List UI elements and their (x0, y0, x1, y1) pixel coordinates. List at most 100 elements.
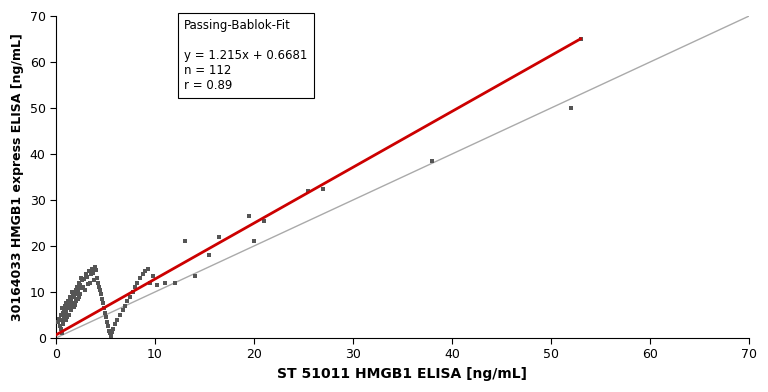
Point (64, 299, 76, 305)
Point (71, 290, 83, 296)
Point (114, 312, 127, 318)
Point (81, 281, 94, 287)
Point (118, 307, 130, 314)
X-axis label: ST 51011 HMGB1 ELISA [ng/mL]: ST 51011 HMGB1 ELISA [ng/mL] (277, 367, 528, 381)
Point (204, 252, 216, 258)
Point (317, 185, 329, 192)
Point (65, 296, 77, 302)
Point (127, 289, 140, 295)
Point (74, 275, 87, 281)
Point (94, 287, 106, 293)
Point (248, 238, 260, 245)
Point (55, 312, 67, 318)
Point (109, 321, 121, 327)
Point (73, 293, 85, 299)
Point (80, 273, 92, 279)
Point (67, 300, 79, 307)
Point (99, 314, 111, 320)
Point (69, 291, 81, 298)
Point (88, 263, 101, 270)
Point (119, 303, 131, 309)
Point (70, 287, 82, 293)
Point (90, 267, 102, 273)
Point (74, 285, 87, 291)
Point (67, 292, 79, 299)
Point (68, 294, 80, 301)
Point (61, 302, 74, 308)
Point (73, 279, 85, 286)
Point (144, 279, 156, 286)
Point (66, 303, 78, 309)
Point (66, 289, 78, 295)
Point (61, 303, 73, 310)
Point (60, 308, 72, 314)
Point (142, 266, 154, 272)
Point (104, 330, 116, 336)
Point (71, 296, 84, 302)
Point (108, 326, 120, 332)
Point (98, 310, 111, 316)
Point (59, 311, 71, 317)
Point (52, 319, 65, 325)
Point (58, 307, 70, 314)
Point (57, 321, 69, 327)
Point (57, 310, 69, 316)
Point (70, 298, 82, 304)
Point (574, 36, 587, 42)
Point (102, 328, 114, 334)
Point (71, 288, 84, 294)
Point (80, 270, 92, 277)
Point (303, 188, 315, 194)
Point (179, 238, 191, 245)
Point (59, 303, 71, 309)
Point (84, 271, 97, 278)
Point (111, 316, 124, 323)
Point (98, 305, 110, 311)
Point (58, 314, 70, 320)
Point (91, 275, 103, 281)
Point (97, 300, 109, 307)
Point (56, 330, 68, 336)
Point (65, 307, 77, 314)
Point (56, 305, 68, 311)
Point (53, 316, 65, 322)
Point (94, 291, 107, 298)
Y-axis label: 30164033 HMGB1 express ELISA [ng/mL]: 30164033 HMGB1 express ELISA [ng/mL] (11, 33, 24, 321)
Point (74, 282, 86, 288)
Point (139, 268, 151, 274)
Point (69, 302, 81, 308)
Point (159, 279, 171, 286)
Point (564, 105, 577, 111)
Point (258, 218, 270, 224)
Point (101, 319, 113, 325)
Point (54, 317, 66, 323)
Point (151, 282, 163, 288)
Point (61, 298, 74, 304)
Point (91, 279, 104, 286)
Point (56, 316, 68, 323)
Point (426, 158, 439, 164)
Point (54, 323, 66, 330)
Point (76, 277, 88, 283)
Point (61, 314, 73, 320)
Point (188, 273, 200, 279)
Point (63, 305, 75, 311)
Point (131, 279, 144, 286)
Point (84, 279, 96, 286)
Point (77, 284, 89, 290)
Point (78, 276, 90, 282)
Point (63, 312, 75, 318)
Point (129, 284, 141, 290)
Point (92, 284, 104, 290)
Point (88, 277, 100, 283)
Point (60, 316, 72, 323)
Point (60, 300, 72, 307)
Point (85, 266, 98, 272)
Point (68, 303, 80, 310)
Point (104, 332, 117, 339)
Point (101, 323, 114, 330)
Point (87, 270, 99, 276)
Point (74, 291, 86, 298)
Point (64, 293, 76, 299)
Point (78, 287, 91, 293)
